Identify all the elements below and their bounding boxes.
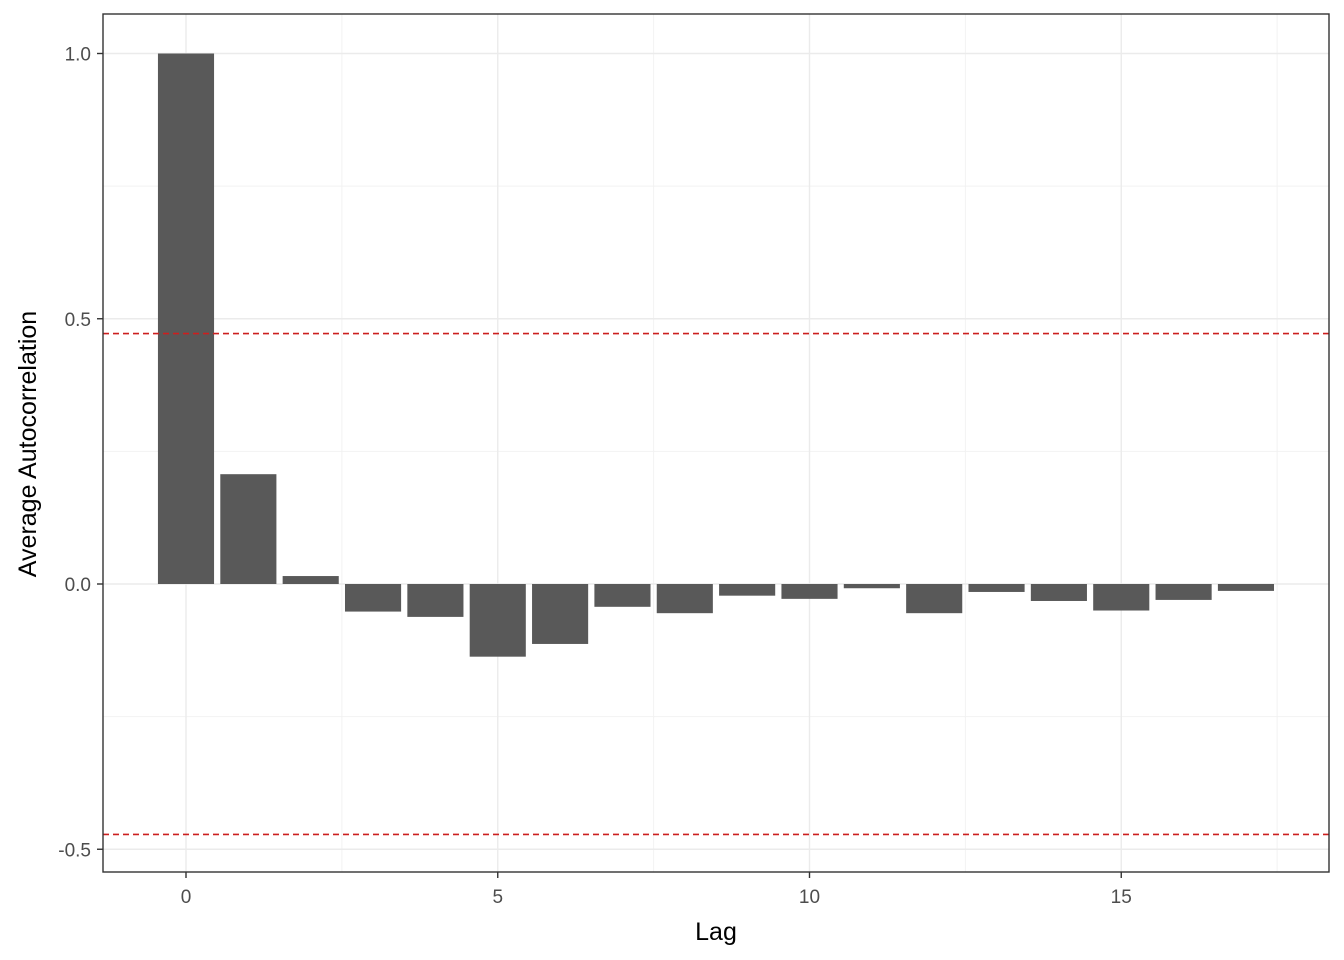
bar-lag-10 xyxy=(781,584,838,599)
bar-lag-17 xyxy=(1217,584,1275,591)
panel-border-rect xyxy=(102,13,1330,873)
x-tick-label: 5 xyxy=(492,887,503,908)
bar-lag-14 xyxy=(1030,584,1087,601)
y-tick-label: -0.5 xyxy=(58,840,91,861)
y-tick-label: 1.0 xyxy=(65,45,91,66)
x-tick-label: 15 xyxy=(1111,887,1132,908)
y-tick-label: 0.0 xyxy=(65,575,91,596)
bar-lag-5 xyxy=(469,584,526,657)
panel-border xyxy=(102,13,1330,873)
bars xyxy=(157,53,1275,657)
bar-lag-6 xyxy=(532,584,589,644)
plot-panel xyxy=(103,14,1329,872)
y-tick-label: 0.5 xyxy=(65,310,91,331)
bar-lag-11 xyxy=(843,584,900,589)
x-axis: 0 5 10 15 xyxy=(181,872,1132,908)
bar-lag-2 xyxy=(282,576,339,584)
bar-lag-15 xyxy=(1093,584,1150,611)
bar-lag-16 xyxy=(1155,584,1212,600)
reference-lines xyxy=(103,332,1329,836)
bar-lag-8 xyxy=(656,584,713,614)
panel-background xyxy=(103,14,1329,872)
bar-lag-7 xyxy=(594,584,651,607)
bar-lag-13 xyxy=(968,584,1025,592)
bar-lag-1 xyxy=(220,474,277,584)
bar-lag-12 xyxy=(906,584,963,614)
x-tick-label: 10 xyxy=(799,887,820,908)
y-axis: -0.5 0.0 0.5 1.0 xyxy=(58,45,103,861)
y-axis-title: Average Autocorrelation xyxy=(14,311,42,577)
bar-lag-9 xyxy=(719,584,776,596)
bar-lag-0 xyxy=(157,53,215,584)
bar-lag-3 xyxy=(344,584,402,612)
x-tick-label: 0 xyxy=(181,887,192,908)
x-axis-title: Lag xyxy=(695,918,737,946)
bar-lag-4 xyxy=(407,584,464,617)
